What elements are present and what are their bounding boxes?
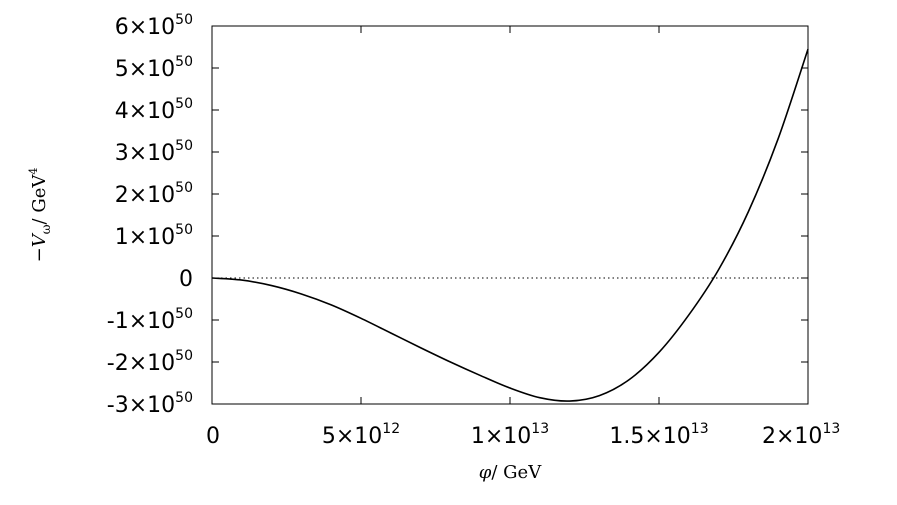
y-axis-subscript: ω [39, 224, 53, 234]
x-axis-unit: / GeV [491, 462, 542, 483]
series-line [211, 48, 809, 402]
y-tick-label: 4×1050 [115, 96, 193, 124]
y-tick-labels: 6×1050 5×1050 4×1050 3×1050 2×1050 1×1050 0 -1×… [107, 12, 193, 418]
x-tick-label: 1×1013 [471, 421, 549, 449]
x-axis-symbol: φ [479, 462, 492, 483]
y-tick-label: -3×1050 [107, 390, 193, 418]
plot-area [211, 25, 809, 405]
y-tick-label: 6×1050 [115, 12, 193, 40]
y-tick-label: 1×1050 [115, 222, 193, 250]
plot-frame [211, 25, 809, 405]
x-tick-label: 2×1013 [762, 421, 840, 449]
y-axis-superscript: 4 [27, 168, 40, 175]
x-tick-label: 0 [206, 424, 220, 449]
x-tick-label: 5×1012 [322, 421, 400, 449]
axis-ticks [211, 25, 809, 405]
y-tick-label: -1×1050 [107, 306, 193, 334]
x-tick-label: 1.5×1013 [609, 421, 708, 449]
y-axis-prefix: − [29, 247, 50, 262]
x-axis-title: φ/ GeV [479, 462, 542, 483]
y-tick-label: 0 [179, 267, 193, 292]
y-tick-label: 2×1050 [115, 180, 193, 208]
y-axis-symbol: V [29, 232, 50, 247]
y-tick-label: 3×1050 [115, 138, 193, 166]
y-tick-label: -2×1050 [107, 348, 193, 376]
y-tick-label: 5×1050 [115, 54, 193, 82]
y-axis-unit: / GeV [29, 174, 50, 225]
y-axis-title: −Vω/ GeV4 [27, 168, 53, 263]
x-tick-labels: 0 5×1012 1×1013 1.5×1013 2×1013 [206, 421, 840, 449]
